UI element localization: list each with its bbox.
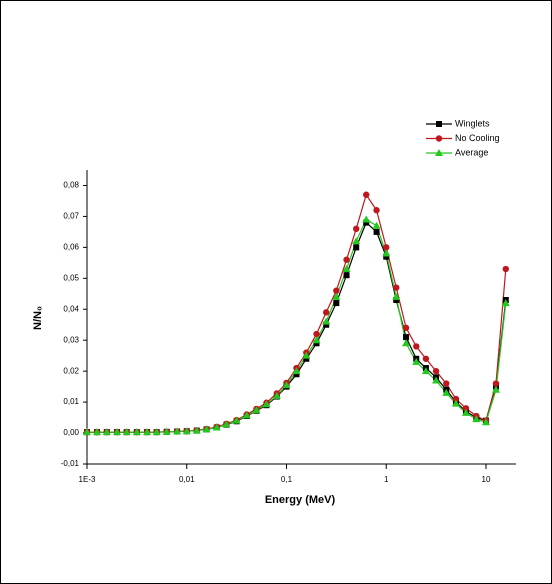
- data-point: [202, 425, 211, 433]
- data-point: [293, 371, 300, 378]
- data-point: [462, 405, 470, 412]
- data-point: [501, 299, 510, 307]
- data-point: [422, 355, 430, 362]
- y-tick-label: 0,00: [63, 428, 79, 437]
- data-point: [212, 423, 221, 431]
- data-point: [132, 428, 141, 436]
- data-point: [432, 376, 441, 384]
- data-point: [182, 427, 191, 435]
- data-point: [383, 253, 390, 260]
- data-point: [102, 428, 111, 436]
- data-point: [333, 300, 340, 307]
- data-point: [352, 237, 361, 245]
- data-point: [363, 219, 370, 226]
- data-point: [421, 367, 430, 375]
- data-point: [313, 340, 320, 347]
- legend-marker: [435, 149, 443, 156]
- data-point: [232, 416, 241, 424]
- y-tick-label: 0,02: [63, 366, 79, 375]
- data-point: [302, 351, 311, 359]
- data-point: [452, 395, 460, 403]
- data-point: [323, 321, 330, 328]
- y-tick-label: 0,08: [63, 181, 79, 190]
- y-tick-label: -0,01: [61, 459, 80, 468]
- data-point: [93, 428, 102, 436]
- data-point: [152, 428, 161, 436]
- data-point: [363, 191, 370, 198]
- data-point: [402, 324, 410, 332]
- data-point: [393, 284, 400, 291]
- x-tick-label: 0,01: [179, 475, 195, 484]
- data-point: [262, 400, 271, 408]
- data-point: [392, 292, 401, 300]
- y-tick-label: 0,05: [63, 273, 79, 282]
- data-point: [353, 244, 360, 251]
- data-point: [322, 309, 330, 316]
- data-point: [122, 428, 131, 436]
- data-point: [491, 385, 500, 393]
- data-point: [333, 287, 340, 294]
- data-point: [461, 408, 470, 416]
- y-tick-label: 0,06: [63, 242, 79, 251]
- x-tick-label: 1E-3: [79, 475, 96, 484]
- data-point: [481, 418, 490, 426]
- legend-label: No Cooling: [455, 133, 500, 143]
- data-point: [413, 343, 420, 350]
- data-point: [373, 207, 380, 214]
- data-point: [353, 225, 360, 232]
- data-point: [272, 391, 281, 399]
- data-point: [403, 334, 410, 341]
- data-point: [442, 388, 451, 396]
- data-point: [472, 415, 481, 423]
- data-point: [492, 380, 500, 387]
- data-point: [313, 330, 320, 338]
- x-axis-label: Energy (MeV): [265, 494, 336, 506]
- data-point: [303, 355, 310, 362]
- y-tick-label: 0,03: [63, 335, 79, 344]
- data-point: [173, 427, 182, 435]
- data-point: [143, 428, 152, 436]
- x-tick-label: 10: [482, 475, 491, 484]
- data-point: [443, 380, 450, 387]
- y-tick-label: 0,07: [63, 212, 79, 221]
- legend-marker: [435, 135, 443, 142]
- data-point: [192, 426, 201, 434]
- data-point: [372, 221, 381, 229]
- data-point: [362, 215, 371, 223]
- data-point: [412, 357, 421, 365]
- y-tick-label: 0,04: [63, 304, 79, 313]
- data-point: [242, 411, 251, 419]
- y-tick-label: 0,01: [63, 397, 79, 406]
- data-point: [502, 265, 509, 273]
- data-point: [383, 244, 390, 251]
- data-point: [382, 249, 391, 257]
- data-point: [393, 296, 400, 303]
- x-tick-label: 1: [384, 475, 389, 484]
- data-point: [342, 265, 351, 273]
- y-axis-label: N/N₀: [32, 306, 44, 330]
- legend-label: Winglets: [455, 118, 490, 128]
- data-point: [222, 420, 231, 428]
- legend-label: Average: [455, 147, 488, 157]
- data-point: [451, 399, 460, 407]
- data-point: [343, 272, 350, 279]
- data-point: [343, 256, 350, 263]
- data-point: [282, 381, 291, 389]
- data-point: [292, 367, 301, 375]
- legend-marker: [436, 121, 442, 127]
- data-point: [162, 427, 171, 435]
- data-point: [322, 317, 331, 325]
- data-point: [252, 406, 261, 414]
- data-point: [373, 228, 380, 235]
- data-point: [402, 339, 411, 347]
- data-point: [432, 367, 440, 375]
- data-point: [113, 428, 122, 436]
- data-point: [83, 428, 91, 436]
- data-point: [332, 292, 341, 300]
- x-tick-label: 0,1: [281, 475, 293, 484]
- data-point: [312, 336, 321, 344]
